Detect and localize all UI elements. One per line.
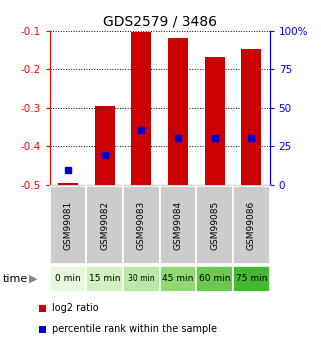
Bar [50, 266, 86, 292]
Text: 45 min: 45 min [162, 274, 194, 283]
Bar [196, 186, 233, 264]
Bar [160, 266, 196, 292]
Text: 75 min: 75 min [236, 274, 267, 283]
Text: 0 min: 0 min [55, 274, 81, 283]
Text: log2 ratio: log2 ratio [52, 304, 99, 313]
Bar [58, 183, 78, 185]
Bar [196, 266, 233, 292]
Text: 15 min: 15 min [89, 274, 120, 283]
Text: 30 min: 30 min [128, 274, 155, 283]
Text: GSM99085: GSM99085 [210, 200, 219, 250]
Bar [160, 186, 196, 264]
Bar [95, 106, 115, 185]
Bar [204, 57, 225, 185]
Bar [123, 186, 160, 264]
Text: GSM99081: GSM99081 [64, 200, 73, 250]
Bar [233, 266, 270, 292]
Bar [50, 186, 86, 264]
Bar [241, 49, 261, 185]
Text: GSM99082: GSM99082 [100, 200, 109, 250]
Text: ▶: ▶ [30, 274, 38, 284]
Bar [123, 266, 160, 292]
Text: 60 min: 60 min [199, 274, 230, 283]
Bar [86, 266, 123, 292]
Text: GSM99084: GSM99084 [174, 200, 183, 250]
Text: GSM99086: GSM99086 [247, 200, 256, 250]
Bar [168, 38, 188, 185]
Text: percentile rank within the sample: percentile rank within the sample [52, 324, 217, 334]
Bar [131, 32, 152, 185]
Text: GSM99083: GSM99083 [137, 200, 146, 250]
Bar [233, 186, 270, 264]
Bar [86, 186, 123, 264]
Text: time: time [3, 274, 29, 284]
Title: GDS2579 / 3486: GDS2579 / 3486 [103, 14, 217, 29]
